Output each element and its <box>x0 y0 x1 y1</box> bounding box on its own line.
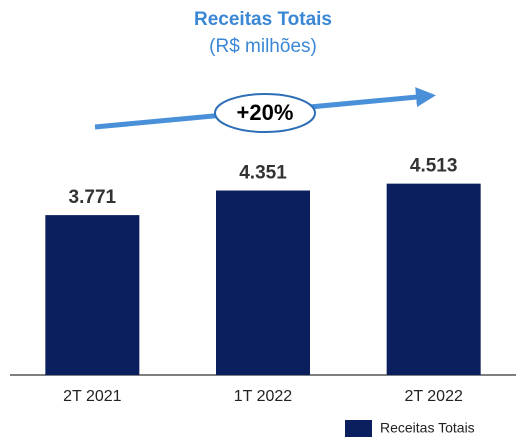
bar <box>45 215 140 375</box>
legend-label: Receitas Totais <box>380 420 475 436</box>
value-label: 3.771 <box>69 187 117 208</box>
bar <box>216 190 310 375</box>
annotation-bubble <box>214 93 316 133</box>
x-tick-label: 2T 2021 <box>63 388 122 405</box>
bar <box>386 183 481 375</box>
x-tick-label: 1T 2022 <box>234 388 293 405</box>
value-label: 4.351 <box>239 163 287 184</box>
value-label: 4.513 <box>410 156 458 177</box>
legend-swatch <box>345 420 372 437</box>
annotation: +20% <box>237 100 294 125</box>
x-tick-label: 2T 2022 <box>404 388 463 405</box>
chart-subtitle: (R$ milhões) <box>209 36 317 57</box>
chart-title: Receitas Totais <box>194 9 332 30</box>
